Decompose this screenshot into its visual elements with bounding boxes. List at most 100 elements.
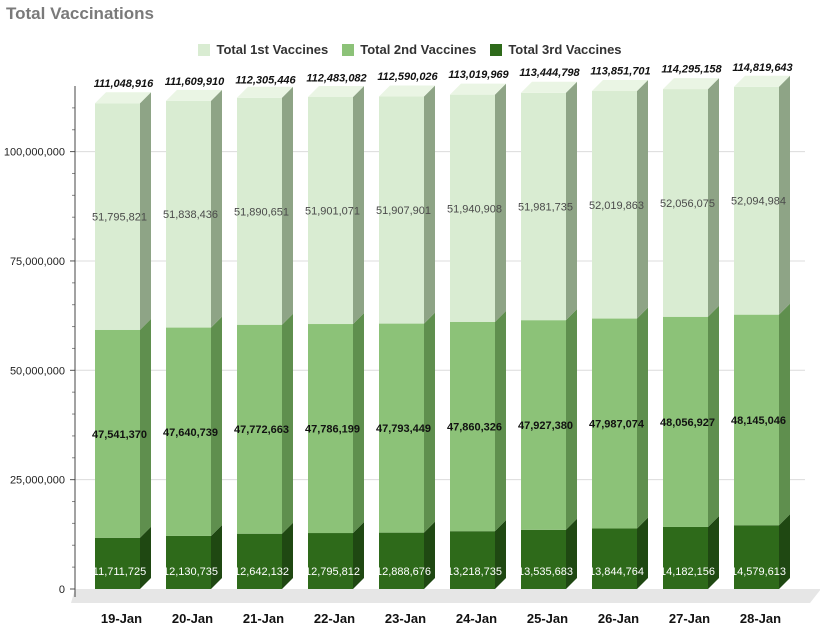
bar-segment-side [424, 85, 435, 324]
x-tick-label: 26-Jan [598, 611, 639, 626]
segment-data-label: 52,056,075 [660, 198, 715, 210]
bar-segment [95, 103, 140, 330]
bar-segment-side [637, 307, 648, 529]
bar-segment-side [708, 305, 719, 527]
segment-data-label: 51,940,908 [447, 203, 502, 215]
bar-segment-side [353, 522, 364, 589]
bar-segment-side [211, 524, 222, 589]
bar-top-face [95, 92, 151, 104]
bar-segment [166, 100, 211, 328]
x-tick-label: 21-Jan [243, 611, 284, 626]
segment-data-label: 47,987,074 [589, 418, 645, 430]
bar-segment-side [211, 89, 222, 328]
y-tick-label: 50,000,000 [10, 365, 65, 377]
bar-segment-side [779, 303, 790, 526]
chart-title: Total Vaccinations [6, 4, 155, 23]
total-data-label: 113,444,798 [519, 67, 580, 79]
segment-data-label: 51,795,821 [92, 212, 147, 224]
bar-top-face [308, 86, 364, 98]
chart-floor [71, 589, 820, 603]
bar-segment-side [566, 81, 577, 321]
segment-data-label: 47,927,380 [518, 420, 573, 432]
bar-segment-side [566, 518, 577, 589]
segment-data-label: 47,793,449 [376, 423, 431, 435]
bar-segment-side [353, 86, 364, 325]
bar-segment [379, 96, 424, 324]
x-tick-label: 19-Jan [101, 611, 142, 626]
x-tick-label: 23-Jan [385, 611, 426, 626]
segment-data-label: 12,795,812 [305, 566, 360, 578]
bar-segment [95, 329, 140, 538]
legend-item-second[interactable]: Total 2nd Vaccines [342, 42, 476, 57]
y-tick-label: 100,000,000 [4, 147, 65, 159]
bar-segment-side [566, 309, 577, 530]
legend-item-first[interactable]: Total 1st Vaccines [198, 42, 328, 57]
segment-data-label: 12,642,132 [234, 566, 289, 578]
bar-segment-side [140, 526, 151, 589]
x-tick-label: 28-Jan [740, 611, 781, 626]
bar-top-face [734, 75, 790, 87]
bar-segment [663, 526, 708, 589]
bar-segment-side [211, 316, 222, 536]
segment-data-label: 52,019,863 [589, 200, 644, 212]
segment-data-label: 14,579,613 [731, 566, 786, 578]
x-tick-label: 20-Jan [172, 611, 213, 626]
bar-segment [592, 318, 637, 529]
bar-segment-side [708, 78, 719, 317]
bar-segment [379, 323, 424, 533]
bar-segment [166, 535, 211, 589]
segment-data-label: 51,838,436 [163, 209, 218, 221]
legend-item-third[interactable]: Total 3rd Vaccines [490, 42, 622, 57]
segment-data-label: 47,860,326 [447, 422, 502, 434]
legend-swatch-second [342, 43, 355, 56]
x-tick-label: 25-Jan [527, 611, 568, 626]
segment-data-label: 47,541,370 [92, 429, 147, 441]
bar-top-face [450, 83, 506, 95]
legend-label-first: Total 1st Vaccines [216, 42, 329, 57]
legend-swatch-third [490, 43, 503, 56]
bar-segment-side [282, 522, 293, 589]
bar-segment-side [637, 80, 648, 319]
bar-segment [237, 533, 282, 589]
bar-segment [237, 97, 282, 325]
bar-segment [450, 94, 495, 322]
total-data-label: 112,483,082 [306, 73, 366, 85]
bar-segment-side [353, 313, 364, 534]
segment-data-label: 12,888,676 [376, 566, 431, 578]
segment-data-label: 51,907,901 [376, 205, 431, 217]
bar-segment [308, 533, 353, 589]
bar-segment-side [637, 517, 648, 589]
segment-data-label: 13,844,764 [589, 566, 644, 578]
x-tick-label: 27-Jan [669, 611, 710, 626]
total-data-label: 114,819,643 [732, 62, 792, 74]
bar-segment [663, 89, 708, 317]
bar-segment [734, 314, 779, 526]
bar-segment-side [282, 313, 293, 534]
total-data-label: 113,851,701 [590, 65, 650, 77]
segment-data-label: 47,772,663 [234, 424, 289, 436]
bar-top-face [521, 81, 577, 93]
segment-data-label: 12,130,735 [163, 566, 218, 578]
total-data-label: 114,295,158 [661, 64, 722, 76]
bar-segment-side [495, 83, 506, 322]
bar-segment [521, 320, 566, 530]
bar-segment [308, 97, 353, 325]
bar-segment [521, 92, 566, 321]
bar-segment-side [495, 310, 506, 532]
segment-data-label: 48,145,046 [731, 415, 786, 427]
bar-segment [521, 529, 566, 589]
bar-segment [450, 321, 495, 532]
legend-label-third: Total 3rd Vaccines [508, 42, 622, 57]
x-tick-label: 22-Jan [314, 611, 355, 626]
bar-segment [592, 91, 637, 319]
bar-segment-side [495, 520, 506, 589]
bar-segment [734, 525, 779, 589]
y-tick-label: 0 [59, 584, 65, 596]
bar-segment-side [424, 312, 435, 533]
segment-data-label: 13,535,683 [518, 566, 573, 578]
total-data-label: 113,019,969 [448, 69, 509, 81]
bar-segment [734, 86, 779, 315]
bar-top-face [592, 80, 648, 92]
bar-top-face [166, 89, 222, 101]
